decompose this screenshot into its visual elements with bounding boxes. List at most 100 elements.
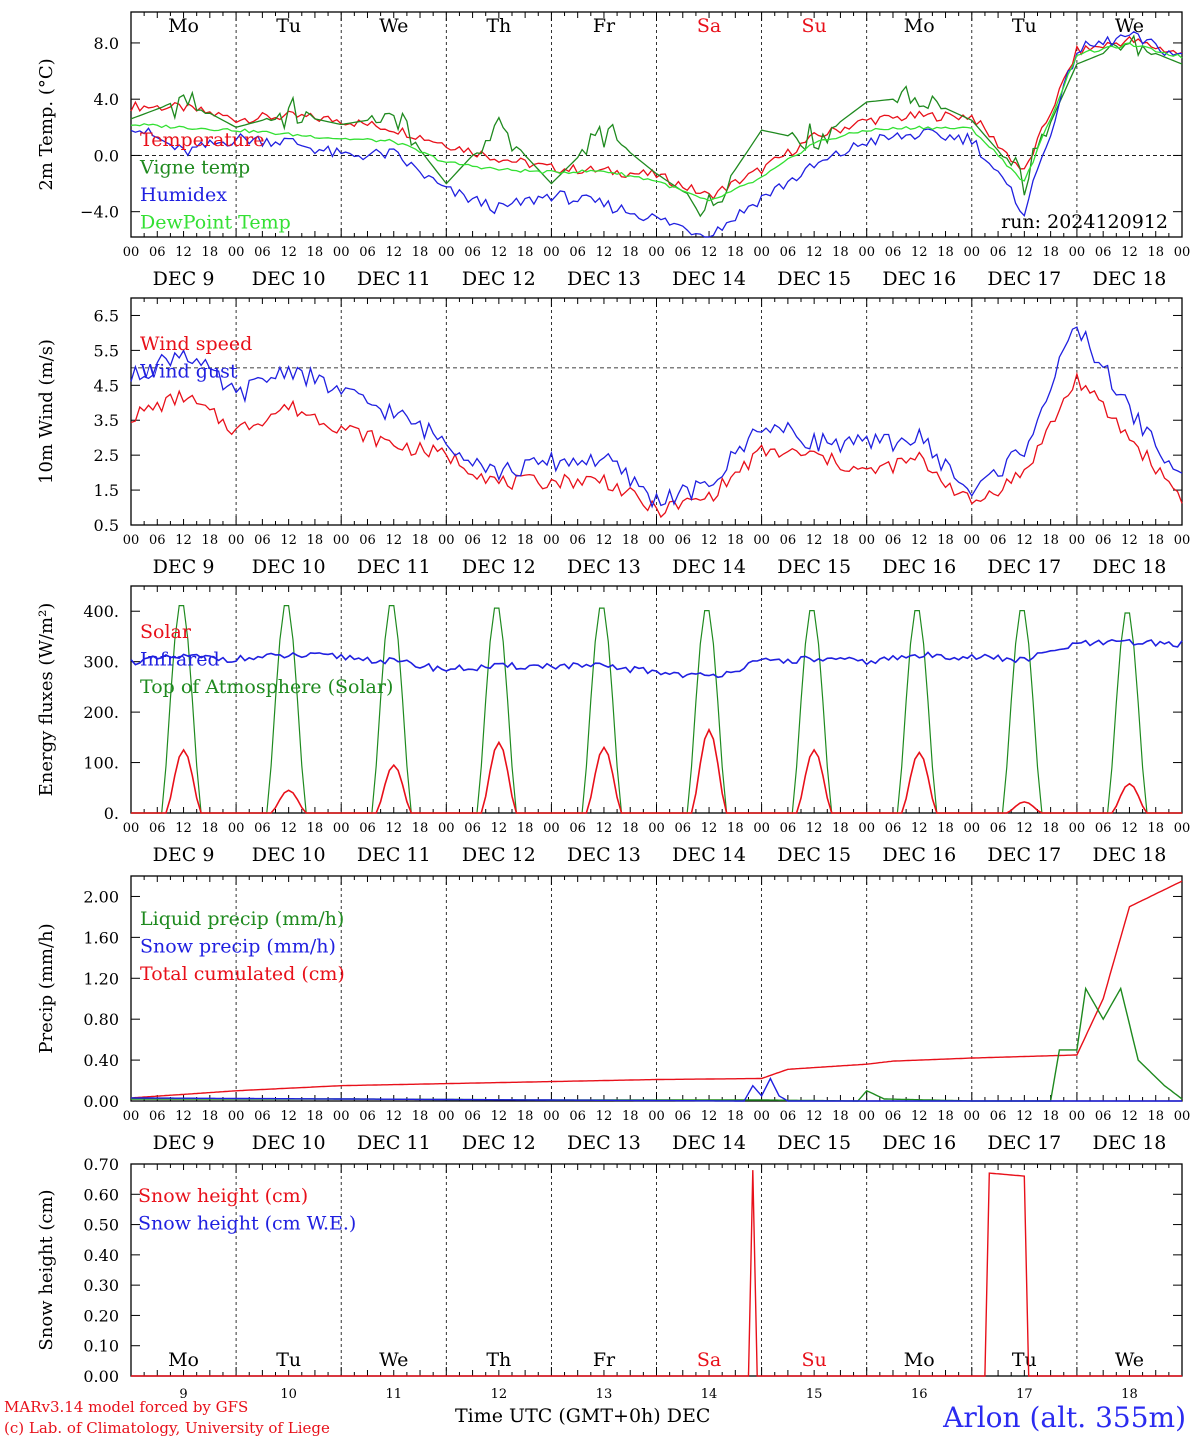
hour-label: 12: [701, 1109, 718, 1124]
y-tick-label: 400.: [83, 602, 119, 621]
hour-label: 06: [885, 533, 902, 548]
y-tick-label: 0.: [104, 804, 119, 823]
day-number: 9: [179, 1387, 187, 1402]
y-tick-label: 4.0: [94, 90, 119, 109]
y-tick-label: 0.40: [83, 1246, 119, 1265]
hour-label: 18: [832, 821, 849, 836]
legend-entry: Infrared: [140, 649, 220, 671]
hour-label: 00: [1069, 821, 1086, 836]
weekday-label: We: [379, 15, 408, 37]
y-tick-label: 0.40: [83, 1051, 119, 1070]
hour-label: 06: [464, 1109, 481, 1124]
hour-label: 18: [622, 533, 639, 548]
weekday-label: Sa: [697, 1349, 721, 1371]
panel-3: 0. 100. 200. 300. 400. Energy fluxes (W/m²) 00…: [36, 585, 1190, 866]
legend-entry: Snow height (cm W.E.): [138, 1213, 356, 1235]
hour-label: 06: [149, 245, 166, 260]
hour-label: 00: [648, 821, 665, 836]
hour-label: 12: [701, 533, 718, 548]
date-label: DEC 11: [357, 268, 431, 290]
y-tick-label: 0.60: [83, 1185, 119, 1204]
hour-label: 00: [648, 1109, 665, 1124]
y-tick-label: −4.0: [80, 203, 119, 222]
series-group: [130, 880, 1183, 1102]
hour-label: 18: [1147, 821, 1164, 836]
hour-label: 18: [517, 245, 534, 260]
hour-label: 18: [412, 533, 429, 548]
hour-label: 06: [359, 245, 376, 260]
legend-entry: Vigne temp: [139, 157, 250, 179]
date-label: DEC 17: [987, 268, 1061, 290]
hour-label: 06: [990, 821, 1007, 836]
date-label: DEC 9: [153, 268, 215, 290]
hour-label: 12: [1016, 821, 1033, 836]
legend: Temperature Vigne temp Humidex DewPoint Tem…: [139, 129, 291, 234]
hour-label: 00: [333, 821, 350, 836]
hour-label: 12: [491, 245, 508, 260]
lab-credit: (c) Lab. of Climatology, University of L…: [4, 1419, 330, 1437]
hour-label: 12: [175, 533, 192, 548]
y-tick-label: 200.: [83, 703, 119, 722]
hour-label: 12: [491, 533, 508, 548]
hour-label: 18: [1147, 1109, 1164, 1124]
legend-entry: Top of Atmosphere (Solar): [140, 676, 393, 698]
date-label: DEC 11: [357, 556, 431, 578]
hour-label: 00: [123, 533, 140, 548]
date-label: DEC 18: [1093, 844, 1167, 866]
hour-label: 00: [964, 821, 981, 836]
legend-entry: Snow precip (mm/h): [140, 936, 336, 958]
hour-label: 18: [937, 533, 954, 548]
date-label: DEC 12: [462, 844, 536, 866]
hour-label: 00: [543, 1109, 560, 1124]
hour-label: 18: [412, 1109, 429, 1124]
hour-label: 00: [858, 533, 875, 548]
run-label: run: 2024120912: [1001, 211, 1168, 233]
hour-label: 06: [464, 821, 481, 836]
hour-label: 18: [517, 533, 534, 548]
hour-label: 18: [832, 1109, 849, 1124]
hour-label: 18: [937, 245, 954, 260]
hour-label: 06: [254, 245, 271, 260]
date-label: DEC 13: [567, 556, 641, 578]
weekday-label: Th: [486, 15, 511, 37]
y-tick-label: 0.20: [83, 1306, 119, 1325]
hour-label: 12: [701, 245, 718, 260]
date-label: DEC 13: [567, 1132, 641, 1154]
day-number: 17: [1016, 1387, 1033, 1402]
hour-label: 00: [648, 245, 665, 260]
hour-label: 12: [1121, 245, 1138, 260]
weekday-label: Fr: [593, 15, 616, 37]
hour-label: 00: [123, 821, 140, 836]
hour-label: 12: [280, 821, 297, 836]
series-line: [131, 1170, 1182, 1377]
hour-label: 00: [858, 821, 875, 836]
legend-entry: Wind gust: [140, 361, 238, 383]
hour-label: 06: [149, 821, 166, 836]
hour-label: 00: [228, 245, 245, 260]
y-tick-label: 0.70: [83, 1155, 119, 1174]
y-tick-label: 0.80: [83, 1010, 119, 1029]
hour-label: 18: [832, 533, 849, 548]
date-label: DEC 17: [987, 1132, 1061, 1154]
date-label: DEC 14: [672, 268, 746, 290]
date-label: DEC 10: [252, 556, 326, 578]
y-axis-label: Snow height (cm): [36, 1189, 57, 1350]
hour-label: 06: [1095, 821, 1112, 836]
hour-label: 12: [1016, 1109, 1033, 1124]
series-line: [130, 42, 1183, 202]
panel-2: 0.5 1.5 2.5 3.5 4.5 5.5 6.5 10m Wind (m/s) 00 06 1…: [36, 297, 1191, 578]
hour-label: 12: [280, 533, 297, 548]
day-number: 15: [806, 1387, 823, 1402]
date-label: DEC 15: [777, 1132, 851, 1154]
hour-label: 00: [1174, 533, 1191, 548]
hour-label: 12: [1121, 821, 1138, 836]
hour-label: 12: [1121, 533, 1138, 548]
hour-label: 12: [1121, 1109, 1138, 1124]
hour-label: 18: [937, 1109, 954, 1124]
hour-label: 18: [1042, 533, 1059, 548]
hour-label: 00: [333, 245, 350, 260]
hour-label: 00: [1069, 533, 1086, 548]
weekday-label: Th: [486, 1349, 511, 1371]
day-number: 11: [385, 1387, 402, 1402]
hour-label: 00: [123, 245, 140, 260]
